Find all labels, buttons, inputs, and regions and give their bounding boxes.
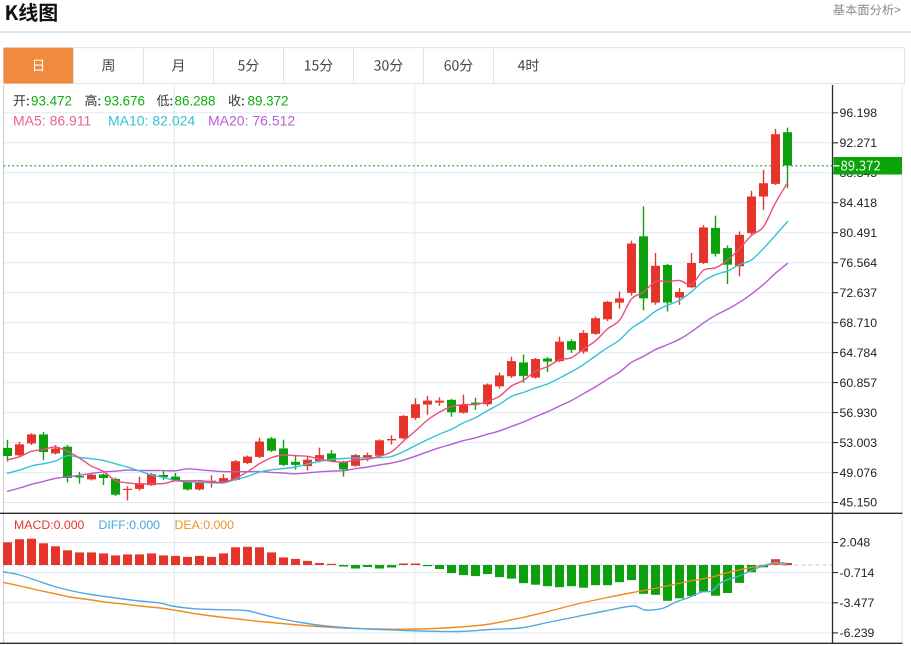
svg-text:96.198: 96.198 — [840, 106, 878, 120]
svg-text:93.676: 93.676 — [104, 93, 145, 108]
svg-text:76.564: 76.564 — [840, 256, 878, 270]
svg-text:72.637: 72.637 — [840, 286, 878, 300]
svg-text:84.418: 84.418 — [840, 196, 878, 210]
svg-text:-6.239: -6.239 — [840, 626, 875, 640]
svg-text:MA10: 82.024: MA10: 82.024 — [108, 112, 195, 128]
svg-text:53.003: 53.003 — [840, 436, 878, 450]
svg-text:60.857: 60.857 — [840, 376, 878, 390]
svg-text:89.372: 89.372 — [248, 93, 289, 108]
svg-text:56.930: 56.930 — [840, 406, 878, 420]
svg-text:92.271: 92.271 — [840, 136, 878, 150]
svg-text:-3.477: -3.477 — [840, 596, 875, 610]
svg-text:MA20: 76.512: MA20: 76.512 — [208, 112, 295, 128]
svg-text:68.710: 68.710 — [840, 316, 878, 330]
svg-text:MACD:0.000: MACD:0.000 — [14, 518, 85, 532]
svg-text:93.472: 93.472 — [31, 93, 72, 108]
svg-text:86.288: 86.288 — [175, 93, 216, 108]
svg-text:80.491: 80.491 — [840, 226, 878, 240]
svg-text:-0.714: -0.714 — [840, 566, 875, 580]
svg-text:64.784: 64.784 — [840, 346, 878, 360]
svg-text:2.048: 2.048 — [840, 536, 871, 550]
svg-text:45.150: 45.150 — [840, 496, 878, 510]
svg-text:MA5: 86.911: MA5: 86.911 — [13, 112, 92, 128]
svg-text:DIFF:0.000: DIFF:0.000 — [99, 518, 161, 532]
svg-text:DEA:0.000: DEA:0.000 — [175, 518, 235, 532]
svg-text:49.076: 49.076 — [840, 466, 878, 480]
